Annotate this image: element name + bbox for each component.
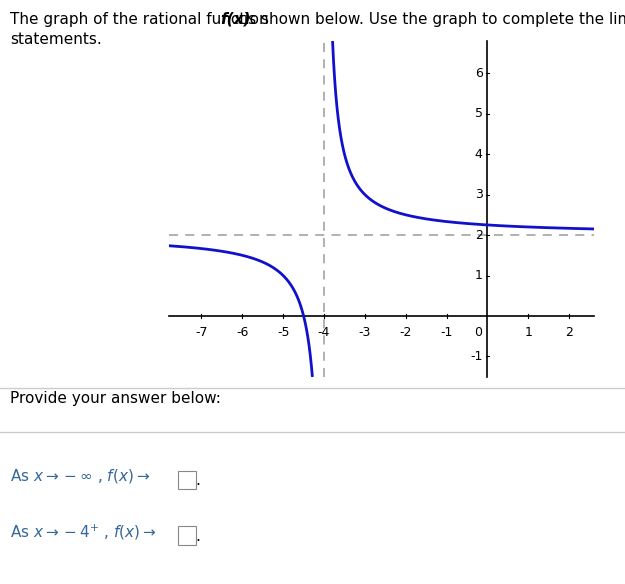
- Text: .: .: [196, 473, 201, 488]
- Text: -7: -7: [195, 326, 208, 339]
- Text: -1: -1: [470, 350, 482, 363]
- Text: 4: 4: [475, 148, 482, 161]
- Text: f(x): f(x): [220, 12, 251, 27]
- Text: 3: 3: [475, 188, 482, 201]
- Text: The graph of the rational function: The graph of the rational function: [10, 12, 274, 27]
- Text: 0: 0: [474, 326, 482, 339]
- Text: -3: -3: [359, 326, 371, 339]
- Text: 2: 2: [565, 326, 573, 339]
- Text: As $x \rightarrow -\infty$ , $f(x) \rightarrow$: As $x \rightarrow -\infty$ , $f(x) \righ…: [10, 467, 159, 485]
- Text: 1: 1: [524, 326, 532, 339]
- Text: -6: -6: [236, 326, 249, 339]
- Text: -4: -4: [318, 326, 330, 339]
- Text: is shown below. Use the graph to complete the limit: is shown below. Use the graph to complet…: [239, 12, 625, 27]
- Text: .: .: [196, 529, 201, 544]
- Text: statements.: statements.: [10, 32, 102, 47]
- Text: As $x \rightarrow -4^{+}$ , $f(x) \rightarrow$: As $x \rightarrow -4^{+}$ , $f(x) \right…: [10, 523, 166, 542]
- Text: -5: -5: [277, 326, 289, 339]
- Text: -2: -2: [399, 326, 412, 339]
- Text: -1: -1: [441, 326, 453, 339]
- Text: 5: 5: [474, 107, 482, 120]
- Text: 1: 1: [475, 269, 482, 282]
- Text: 6: 6: [475, 67, 482, 80]
- Text: Provide your answer below:: Provide your answer below:: [10, 391, 221, 406]
- Text: 2: 2: [475, 228, 482, 242]
